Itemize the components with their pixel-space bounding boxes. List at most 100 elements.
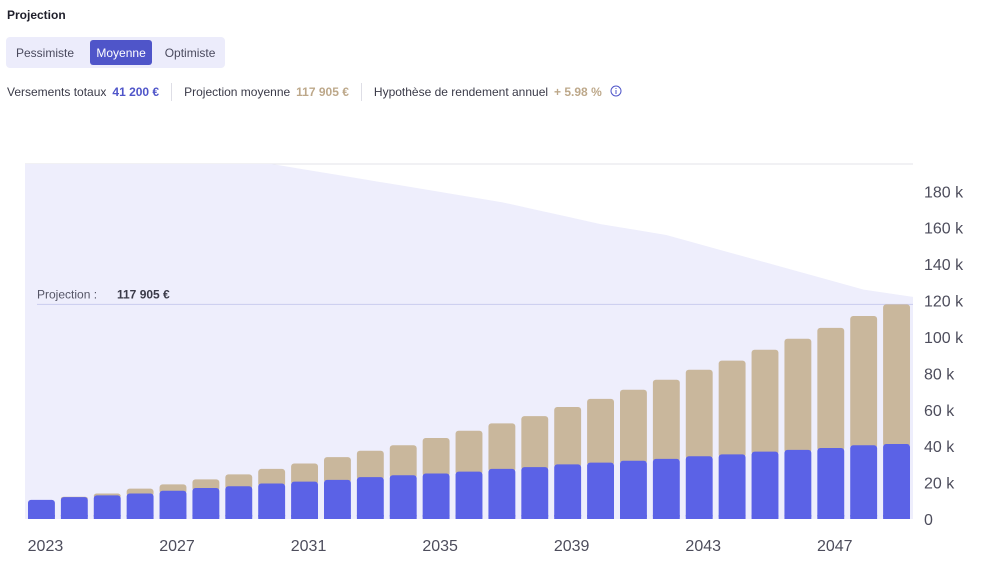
bar-versements-base [192,515,220,519]
bar-versements-base [620,515,647,519]
bar-gains [883,304,910,447]
rendement-value: + 5.98 % [554,85,602,99]
projection-label: Projection moyenne [184,85,291,99]
divider [360,83,362,101]
bar-versements-base [751,515,779,519]
rendement-label: Hypothèse de rendement annuel [373,85,549,99]
bar-versements [620,460,647,519]
bar-versements [159,490,187,519]
bar-gains [324,457,351,483]
bar-gains [225,474,253,490]
stat-projection: Projection moyenne 117 905 € [184,85,349,99]
bar-versements [751,451,779,519]
bar-gains [587,398,614,466]
bar-versements-base [291,515,318,519]
bar-gains [389,445,417,479]
bar-versements [389,475,417,519]
bar-gains [718,360,746,458]
bar-versements [258,483,286,519]
bar-versements [422,473,450,519]
y-tick-label: 60 k [924,403,955,420]
y-tick-label: 100 k [924,330,964,347]
bar-versements-base [652,515,680,519]
bar-versements-base [554,515,582,519]
bar-versements [291,481,318,519]
bar-versements-base [324,515,351,519]
bar-versements-base [422,515,450,519]
bar-versements [225,486,253,519]
bar-versements-base [126,515,154,519]
bar-versements [356,477,384,519]
x-tick-label: 2039 [554,538,590,555]
divider [171,83,173,101]
bar-versements [488,468,516,519]
x-tick-label: 2023 [28,538,64,555]
bar-versements-base [225,515,253,519]
bar-versements [587,462,614,519]
bar-versements [784,449,812,519]
bar-versements-base [93,515,121,519]
projection-line-label: Projection : [37,287,97,301]
bar-versements [554,464,582,519]
x-tick-label: 2035 [422,538,458,555]
y-tick-label: 120 k [924,294,964,311]
bar-gains [422,437,450,477]
tab-pessimiste[interactable]: Pessimiste [16,45,75,60]
versements-label: Versements totaux [7,85,107,99]
bar-gains [620,389,647,464]
bar-versements [685,456,713,519]
bar-gains [850,316,878,449]
y-tick-label: 80 k [924,366,955,383]
bar-versements [60,497,88,519]
bar-versements-base [60,515,88,519]
bar-versements-base [685,515,713,519]
bar-versements [93,495,121,519]
bar-gains [685,369,713,460]
stat-versements: Versements totaux 41 200 € [7,85,159,99]
bar-versements-base [521,515,549,519]
bar-versements-base [159,515,187,519]
y-tick-label: 20 k [924,476,955,493]
bar-versements [192,488,220,519]
bar-versements [324,479,351,519]
info-circle-icon[interactable] [610,85,622,100]
bar-versements-base [455,515,483,519]
bar-versements-base [718,515,746,519]
bar-gains [554,407,582,468]
tab-optimiste[interactable]: Optimiste [164,45,216,60]
bar-gains [291,463,318,485]
bar-versements [817,448,845,519]
bar-versements-base [784,515,812,519]
bar-versements [521,467,549,519]
bar-versements [126,493,154,519]
bar-versements [455,471,483,519]
y-tick-label: 160 k [924,221,964,238]
bar-versements-base [850,515,878,519]
bar-gains [751,349,779,455]
y-tick-label: 140 k [924,257,964,274]
bar-versements-base [883,515,910,519]
bar-versements [883,443,910,519]
projection-value: 117 905 € [296,85,349,99]
bar-versements-base [587,515,614,519]
bar-gains [488,423,516,472]
x-tick-label: 2031 [291,538,327,555]
bar-versements [718,454,746,519]
page-title: Projection [7,8,66,22]
projection-line-value: 117 905 € [117,287,170,301]
bar-gains [784,338,812,453]
bar-versements [850,445,878,519]
versements-value: 41 200 € [112,85,160,99]
y-tick-label: 0 [924,512,933,529]
y-tick-label: 180 k [924,184,964,201]
bar-versements-base [356,515,384,519]
bar-versements-base [258,515,286,519]
bar-versements-base [28,515,55,519]
tab-moyenne[interactable]: Moyenne [90,40,153,65]
bar-versements-base [817,515,845,519]
bar-gains [521,416,549,471]
y-tick-label: 40 k [924,439,955,456]
scenario-segmented-control: Pessimiste Moyenne Optimiste [6,37,225,68]
bar-versements-base [389,515,417,519]
